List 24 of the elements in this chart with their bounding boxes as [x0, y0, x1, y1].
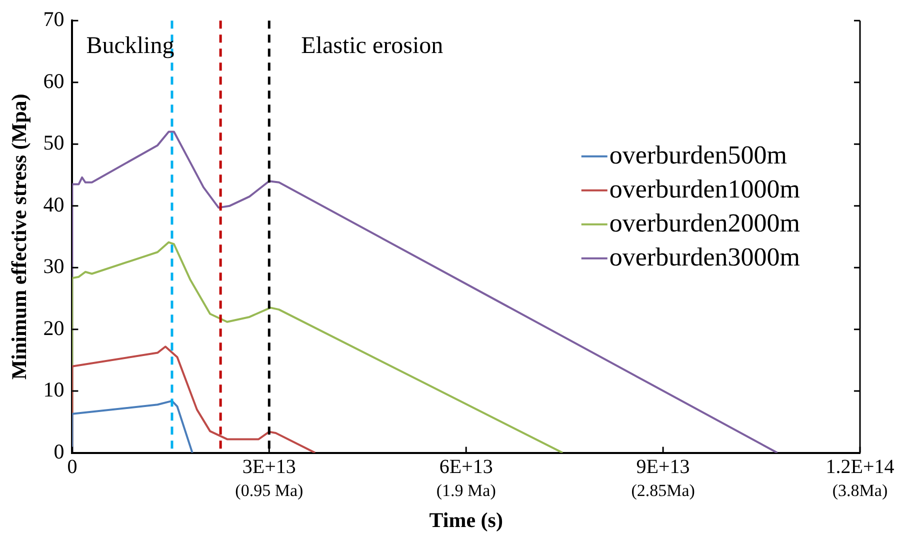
text: (3.8Ma)	[832, 480, 888, 500]
x-tick-label: 9E+13	[636, 456, 690, 478]
annotation: Buckling	[86, 32, 174, 59]
text: (0.95 Ma)	[235, 480, 304, 500]
legend-label: overburden1000m	[609, 174, 800, 204]
y-tick-label: 50	[43, 130, 64, 155]
y-tick-label: 10	[43, 378, 64, 402]
x-tick-label: 6E+13	[439, 456, 493, 478]
text: (1.9 Ma)	[436, 480, 496, 500]
y-tick-label: 70	[43, 7, 64, 32]
x-tick-label: 3E+13	[242, 456, 296, 478]
y-tick-label: 60	[43, 68, 64, 93]
legend-label: overburden500m	[609, 140, 788, 170]
y-axis-title: Minimum effective stress (Mpa)	[7, 94, 32, 380]
y-tick-label: 20	[43, 316, 64, 340]
annotation: Elastic erosion	[301, 32, 444, 59]
legend-label: overburden2000m	[609, 208, 800, 238]
legend-label: overburden3000m	[609, 242, 800, 272]
x-tick-label: 1.2E+14	[826, 456, 894, 478]
x-axis-title: Time (s)	[429, 508, 503, 532]
y-tick-label: 0	[54, 439, 64, 464]
text: (2.85Ma)	[631, 480, 695, 500]
y-tick-label: 40	[43, 192, 64, 216]
y-tick-label: 30	[43, 254, 64, 278]
